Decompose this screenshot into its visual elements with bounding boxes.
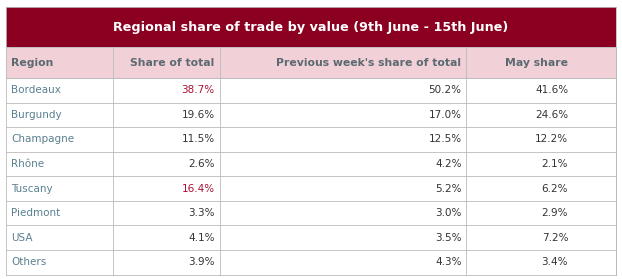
Text: 2.9%: 2.9% [542, 208, 568, 218]
Text: 2.1%: 2.1% [542, 159, 568, 169]
Text: 4.3%: 4.3% [435, 257, 462, 267]
Text: 12.2%: 12.2% [535, 134, 568, 145]
Text: 4.2%: 4.2% [435, 159, 462, 169]
Text: 16.4%: 16.4% [182, 184, 215, 194]
Text: 41.6%: 41.6% [535, 85, 568, 95]
Text: 4.1%: 4.1% [188, 233, 215, 243]
Text: 2.6%: 2.6% [188, 159, 215, 169]
Bar [6, 47, 616, 78]
Text: Piedmont: Piedmont [11, 208, 60, 218]
Text: 7.2%: 7.2% [542, 233, 568, 243]
Text: USA: USA [11, 233, 33, 243]
Text: 3.3%: 3.3% [188, 208, 215, 218]
Text: Others: Others [11, 257, 47, 267]
Text: 50.2%: 50.2% [429, 85, 462, 95]
Text: 3.4%: 3.4% [542, 257, 568, 267]
Text: Previous week's share of total: Previous week's share of total [276, 58, 462, 68]
Bar [6, 201, 616, 225]
Bar [6, 225, 616, 250]
Text: 12.5%: 12.5% [429, 134, 462, 145]
Text: Rhône: Rhône [11, 159, 44, 169]
Text: Champagne: Champagne [11, 134, 74, 145]
Text: 11.5%: 11.5% [182, 134, 215, 145]
Bar [6, 103, 616, 127]
Text: 5.2%: 5.2% [435, 184, 462, 194]
Text: 6.2%: 6.2% [542, 184, 568, 194]
Text: Burgundy: Burgundy [11, 110, 62, 120]
Text: 38.7%: 38.7% [182, 85, 215, 95]
Bar [6, 250, 616, 275]
Text: 3.0%: 3.0% [435, 208, 462, 218]
Bar [6, 7, 616, 47]
Bar [6, 78, 616, 103]
Text: Share of total: Share of total [131, 58, 215, 68]
Text: Tuscany: Tuscany [11, 184, 53, 194]
Text: Regional share of trade by value (9th June - 15th June): Regional share of trade by value (9th Ju… [113, 21, 509, 34]
Text: 19.6%: 19.6% [182, 110, 215, 120]
Bar [6, 176, 616, 201]
Text: May share: May share [505, 58, 568, 68]
Text: 3.9%: 3.9% [188, 257, 215, 267]
Text: 17.0%: 17.0% [429, 110, 462, 120]
Text: 24.6%: 24.6% [535, 110, 568, 120]
Text: Region: Region [11, 58, 53, 68]
Bar [6, 127, 616, 152]
Bar [6, 152, 616, 176]
Text: Bordeaux: Bordeaux [11, 85, 61, 95]
Text: 3.5%: 3.5% [435, 233, 462, 243]
